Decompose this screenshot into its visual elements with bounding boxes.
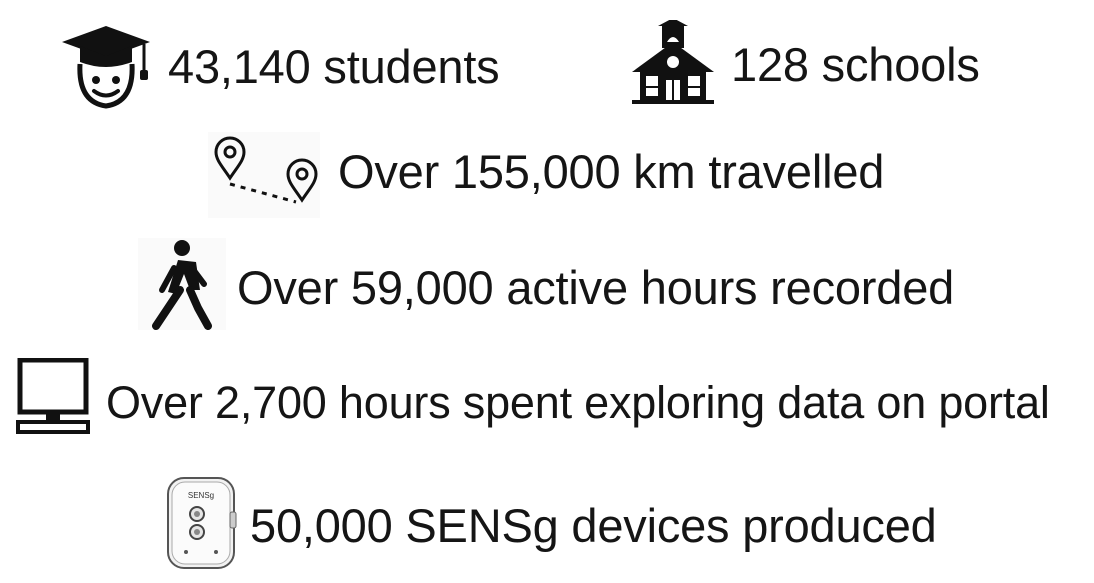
walking-person-icon <box>138 238 226 330</box>
schools-count: 128 schools <box>731 38 980 91</box>
students-count: 43,140 students <box>168 40 500 93</box>
route-pins-icon <box>208 132 320 218</box>
active-hours: Over 59,000 active hours recorded <box>237 261 955 314</box>
schoolhouse-icon <box>632 20 714 104</box>
graduate-face-icon <box>62 26 150 109</box>
computer-monitor-icon <box>16 358 90 434</box>
portal-hours: Over 2,700 hours spent exploring data on… <box>106 377 1050 428</box>
distance-travelled: Over 155,000 km travelled <box>338 145 885 198</box>
sensg-device-icon: SENSg <box>167 477 237 569</box>
devices-produced: 50,000 SENSg devices produced <box>250 499 937 552</box>
device-brand-label: SENSg <box>188 491 214 500</box>
